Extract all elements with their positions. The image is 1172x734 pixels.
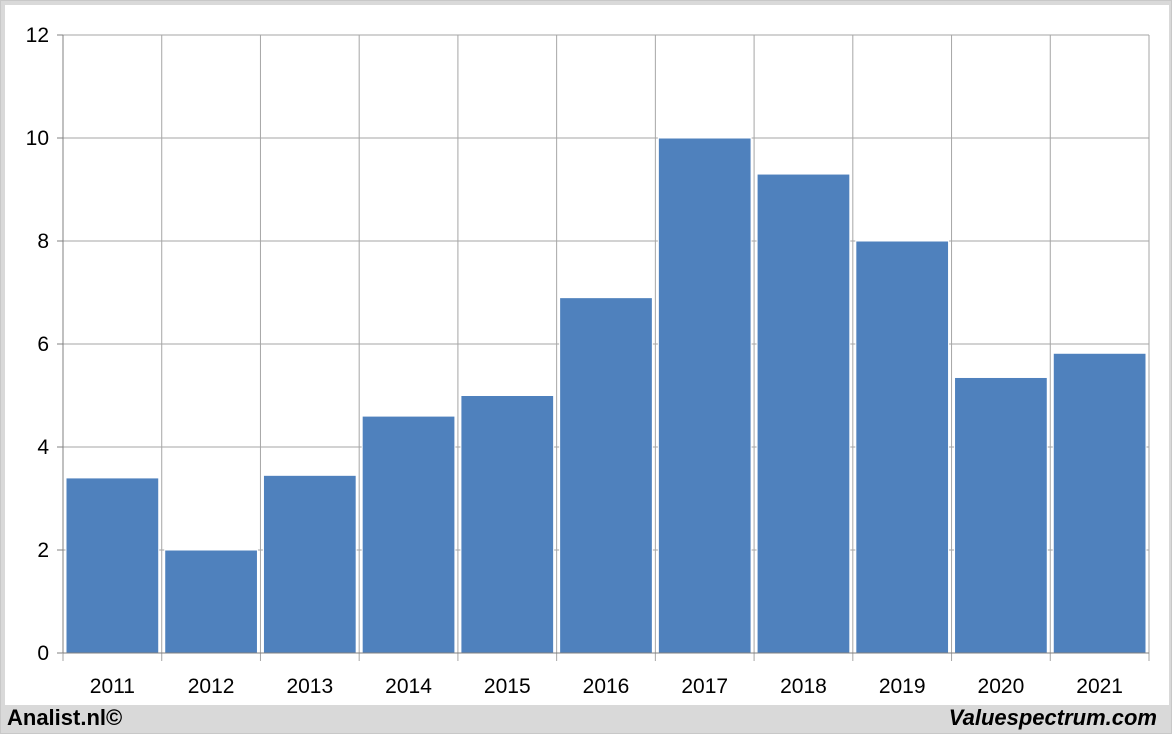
- bar-2016: [559, 297, 653, 654]
- y-tick-label: 10: [26, 127, 49, 150]
- x-tick-label: 2012: [188, 675, 235, 698]
- plot-area: 0 2 4 6 8 10 12 2011 2012 2013 2014 2015 2016 2017 201…: [5, 5, 1169, 705]
- bar-2012: [164, 549, 258, 654]
- source-credit-left: Analist.nl©: [7, 705, 123, 730]
- y-tick-label: 0: [37, 642, 49, 665]
- bar-2011: [65, 477, 160, 654]
- x-tick-label: 2014: [385, 675, 432, 698]
- bar-2014: [361, 415, 456, 654]
- bar-2021: [1052, 352, 1147, 654]
- bar-chart: 0 2 4 6 8 10 12 2011 2012 2013 2014 2015 2016 2017 201…: [26, 24, 1150, 698]
- x-tick-label: 2021: [1076, 675, 1123, 698]
- y-tick-label: 8: [37, 230, 49, 253]
- bar-2017: [657, 137, 752, 654]
- bar-2020: [954, 376, 1048, 654]
- bar-2019: [855, 240, 950, 654]
- x-tick-label: 2019: [879, 675, 926, 698]
- x-tick-label: 2015: [484, 675, 531, 698]
- x-tick-label: 2018: [780, 675, 827, 698]
- bar-2013: [262, 474, 357, 654]
- x-tick-label: 2017: [681, 675, 728, 698]
- y-tick-label: 2: [37, 539, 49, 562]
- bar-2018: [756, 173, 851, 654]
- y-tick-label: 6: [37, 333, 49, 356]
- x-tick-label: 2020: [978, 675, 1025, 698]
- bar-2015: [460, 395, 555, 654]
- x-tick-label: 2011: [90, 675, 135, 698]
- x-tick-label: 2016: [583, 675, 630, 698]
- y-tick-label: 4: [37, 436, 49, 459]
- source-credit-right: Valuespectrum.com: [948, 705, 1157, 730]
- x-tick-label: 2013: [286, 675, 333, 698]
- y-tick-label: 12: [26, 24, 49, 47]
